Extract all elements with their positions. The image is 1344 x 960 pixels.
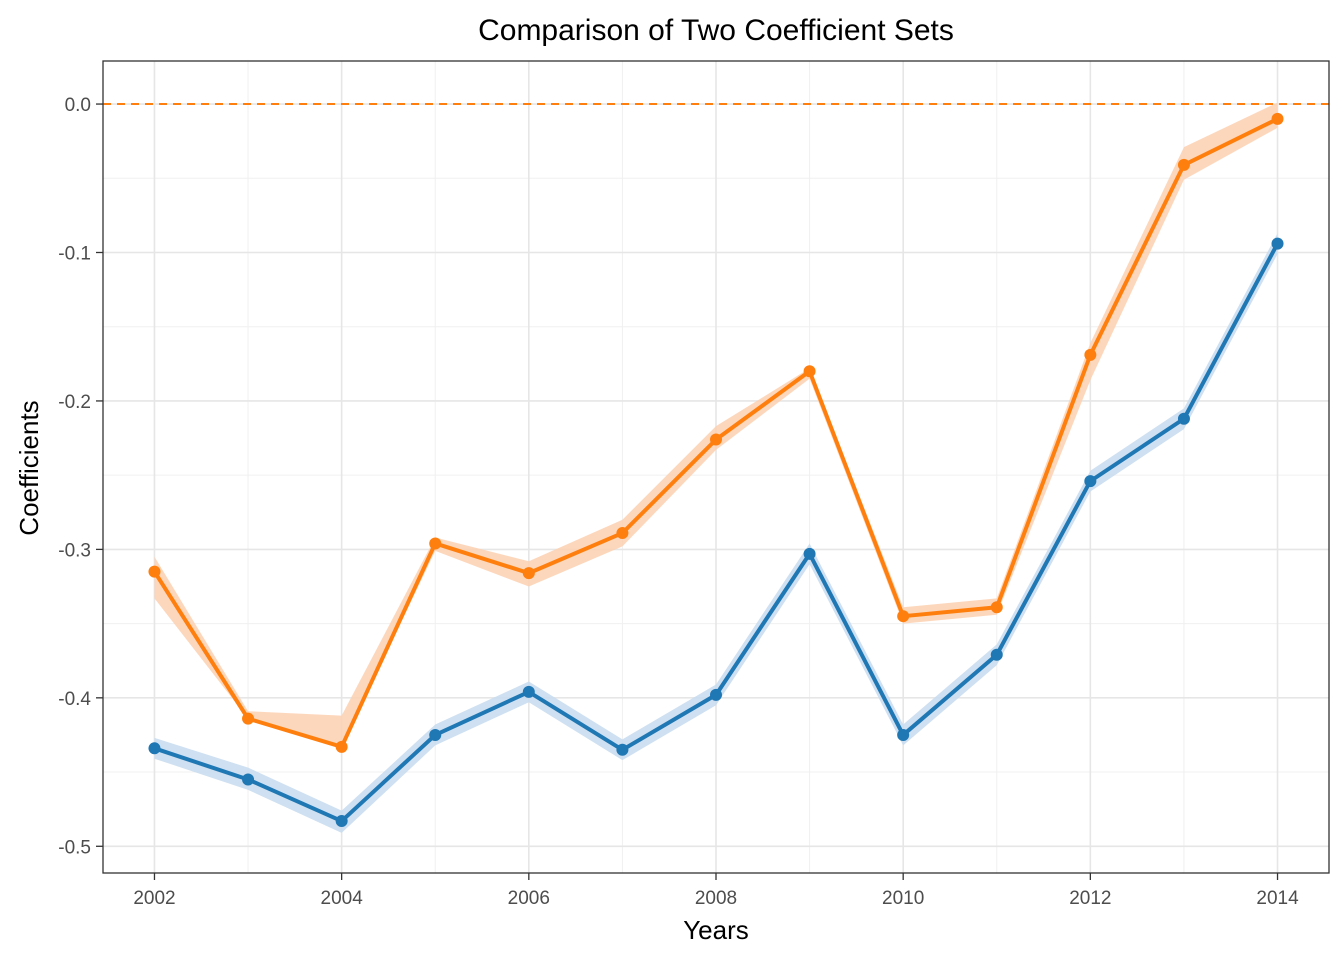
- x-tick-label: 2010: [882, 888, 924, 909]
- data-point: [429, 728, 442, 741]
- data-point: [429, 537, 442, 550]
- y-tick-label: -0.3: [58, 540, 91, 561]
- x-axis-title: Years: [683, 915, 749, 945]
- data-point: [335, 740, 348, 753]
- data-point: [1271, 112, 1284, 125]
- y-tick-label: -0.2: [58, 392, 91, 413]
- x-tick-label: 2004: [321, 888, 364, 909]
- data-point: [710, 433, 722, 446]
- data-point: [1084, 348, 1097, 361]
- data-point: [242, 773, 255, 786]
- data-point: [710, 688, 722, 701]
- data-point: [990, 601, 1003, 614]
- data-point: [522, 685, 535, 698]
- y-tick-label: -0.1: [58, 243, 91, 264]
- data-point: [1177, 158, 1190, 171]
- y-axis-title: Coefficients: [14, 400, 44, 535]
- x-axis: 2002 2004 2006 2008 2010 2012 2014: [133, 873, 1299, 909]
- data-point: [897, 610, 910, 623]
- data-point: [1271, 237, 1284, 250]
- data-point: [148, 565, 161, 578]
- grid: [103, 61, 1329, 873]
- data-point: [616, 527, 629, 540]
- y-tick-label: 0.0: [65, 95, 91, 116]
- data-point: [990, 648, 1003, 661]
- x-tick-label: 2008: [695, 888, 737, 909]
- x-tick-label: 2014: [1256, 888, 1299, 909]
- data-point: [803, 547, 816, 560]
- data-point: [616, 743, 629, 756]
- x-tick-label: 2002: [133, 888, 175, 909]
- data-point: [522, 567, 535, 580]
- data-point: [897, 728, 910, 741]
- y-axis: 0.0 -0.1 -0.2 -0.3 -0.4 -0.5: [58, 95, 103, 858]
- data-point: [242, 712, 255, 725]
- data-point: [335, 815, 348, 828]
- y-tick-label: -0.5: [58, 837, 91, 858]
- x-tick-label: 2006: [508, 888, 550, 909]
- chart-title: Comparison of Two Coefficient Sets: [478, 14, 954, 47]
- y-tick-label: -0.4: [58, 689, 91, 710]
- data-point: [1084, 475, 1097, 488]
- series-points: [148, 112, 1284, 828]
- data-point: [148, 742, 161, 755]
- data-point: [803, 365, 816, 378]
- x-tick-label: 2012: [1069, 888, 1111, 909]
- data-point: [1177, 412, 1190, 425]
